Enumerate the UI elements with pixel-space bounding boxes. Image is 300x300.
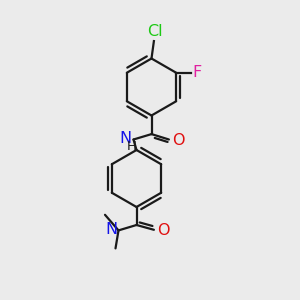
Text: N: N (105, 222, 117, 237)
Text: H: H (127, 140, 136, 153)
Text: O: O (157, 223, 169, 238)
Text: F: F (192, 65, 201, 80)
Text: Cl: Cl (147, 24, 162, 39)
Text: N: N (120, 131, 132, 146)
Text: O: O (172, 133, 184, 148)
